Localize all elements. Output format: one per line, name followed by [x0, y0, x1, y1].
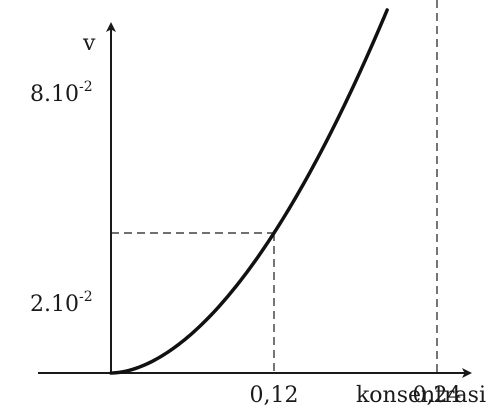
y-tick-labels: 2.10-2 8.10-2	[30, 79, 93, 317]
x-tick-label-1: 0,12	[250, 383, 299, 408]
y-tick-label-1: 2.10-2	[30, 289, 93, 317]
rate-curve	[109, 8, 389, 375]
y-tick-label-2: 8.10-2	[30, 79, 93, 107]
x-axis-label: konsentrasi	[356, 383, 486, 408]
x-tick-label-2: 0,24	[413, 383, 462, 408]
dashed-guide-lines	[111, 0, 438, 373]
x-tick-labels: 0,12 0,24	[250, 383, 462, 408]
y-axis-label: v	[82, 31, 96, 56]
